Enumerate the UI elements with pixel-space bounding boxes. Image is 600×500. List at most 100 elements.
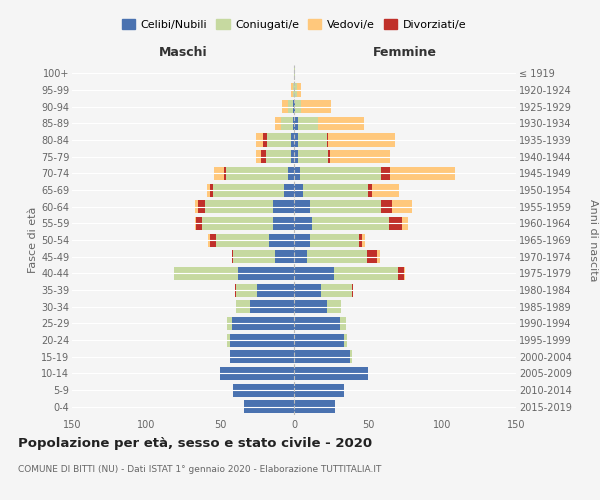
Bar [263, 134, 268, 146]
Bar [230, 350, 294, 363]
Bar [298, 117, 317, 130]
Bar [195, 200, 198, 213]
Bar [326, 300, 341, 313]
Bar [294, 200, 310, 213]
Bar [359, 234, 362, 246]
Bar [238, 267, 294, 280]
Bar [294, 167, 300, 180]
Bar [230, 334, 294, 346]
Bar [256, 134, 263, 146]
Bar [294, 284, 320, 296]
Bar [233, 250, 275, 263]
Bar [294, 134, 298, 146]
Bar [300, 167, 382, 180]
Bar [224, 167, 226, 180]
Bar [256, 150, 262, 163]
Bar [282, 100, 288, 113]
Bar [340, 317, 346, 330]
Bar [233, 384, 294, 396]
Bar [392, 200, 412, 213]
Bar [284, 184, 294, 196]
Bar [352, 284, 353, 296]
Bar [294, 334, 344, 346]
Bar [294, 400, 335, 413]
Bar [209, 184, 212, 196]
Text: Popolazione per età, sesso e stato civile - 2020: Popolazione per età, sesso e stato civil… [18, 438, 372, 450]
Bar [209, 234, 215, 246]
Bar [382, 200, 392, 213]
Bar [198, 200, 205, 213]
Bar [373, 184, 399, 196]
Bar [344, 334, 347, 346]
Bar [291, 84, 293, 96]
Bar [266, 150, 291, 163]
Bar [328, 134, 395, 146]
Bar [273, 200, 294, 213]
Bar [294, 234, 310, 246]
Bar [196, 217, 202, 230]
Bar [294, 84, 297, 96]
Bar [291, 134, 294, 146]
Bar [317, 117, 364, 130]
Bar [328, 150, 329, 163]
Bar [310, 234, 359, 246]
Bar [288, 167, 294, 180]
Bar [214, 167, 224, 180]
Bar [195, 217, 196, 230]
Bar [232, 317, 294, 330]
Bar [350, 350, 352, 363]
Bar [227, 334, 230, 346]
Bar [326, 134, 328, 146]
Bar [294, 184, 303, 196]
Legend: Celibi/Nubili, Coniugati/e, Vedovi/e, Divorziati/e: Celibi/Nubili, Coniugati/e, Vedovi/e, Di… [118, 14, 470, 34]
Bar [174, 267, 238, 280]
Bar [208, 234, 209, 246]
Bar [367, 250, 377, 263]
Bar [398, 267, 404, 280]
Bar [226, 167, 288, 180]
Y-axis label: Anni di nascita: Anni di nascita [589, 198, 598, 281]
Bar [329, 150, 390, 163]
Bar [275, 117, 281, 130]
Bar [212, 184, 284, 196]
Text: Femmine: Femmine [373, 46, 437, 60]
Bar [295, 100, 301, 113]
Bar [307, 250, 367, 263]
Bar [220, 367, 294, 380]
Bar [262, 150, 266, 163]
Bar [236, 300, 250, 313]
Bar [294, 317, 340, 330]
Bar [298, 134, 326, 146]
Bar [294, 117, 298, 130]
Bar [291, 150, 294, 163]
Bar [298, 150, 328, 163]
Bar [294, 267, 334, 280]
Bar [288, 100, 293, 113]
Bar [377, 250, 380, 263]
Bar [294, 384, 344, 396]
Bar [281, 117, 293, 130]
Bar [235, 284, 236, 296]
Bar [368, 184, 373, 196]
Bar [301, 100, 331, 113]
Bar [227, 317, 232, 330]
Bar [294, 150, 298, 163]
Bar [232, 250, 233, 263]
Bar [275, 250, 294, 263]
Bar [294, 367, 368, 380]
Bar [250, 300, 294, 313]
Bar [273, 217, 294, 230]
Y-axis label: Fasce di età: Fasce di età [28, 207, 38, 273]
Bar [294, 100, 295, 113]
Bar [404, 267, 405, 280]
Bar [294, 67, 295, 80]
Bar [205, 200, 273, 213]
Bar [294, 350, 350, 363]
Bar [334, 267, 398, 280]
Bar [236, 284, 257, 296]
Bar [206, 184, 209, 196]
Bar [362, 234, 365, 246]
Text: COMUNE DI BITTI (NU) - Dati ISTAT 1° gennaio 2020 - Elaborazione TUTTITALIA.IT: COMUNE DI BITTI (NU) - Dati ISTAT 1° gen… [18, 466, 382, 474]
Bar [293, 100, 294, 113]
Bar [294, 250, 307, 263]
